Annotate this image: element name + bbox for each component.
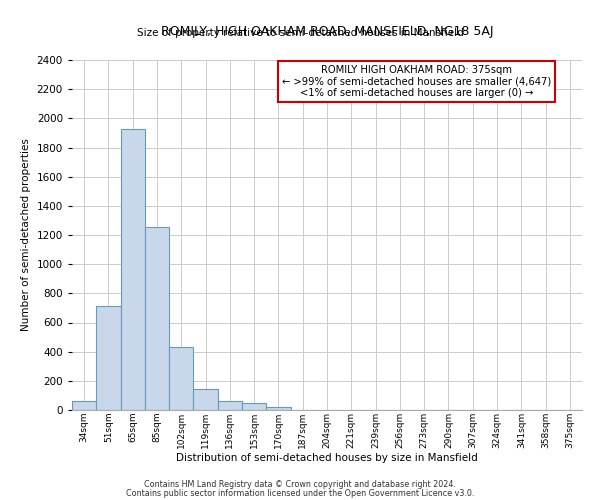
Text: Contains public sector information licensed under the Open Government Licence v3: Contains public sector information licen… xyxy=(126,489,474,498)
Bar xyxy=(242,404,266,410)
Bar xyxy=(145,227,169,410)
Bar xyxy=(96,306,121,410)
Bar xyxy=(266,407,290,410)
Bar xyxy=(193,389,218,410)
Bar xyxy=(72,400,96,410)
Bar xyxy=(121,128,145,410)
Text: Contains HM Land Registry data © Crown copyright and database right 2024.: Contains HM Land Registry data © Crown c… xyxy=(144,480,456,489)
Y-axis label: Number of semi-detached properties: Number of semi-detached properties xyxy=(21,138,31,332)
Title: ROMILY, HIGH OAKHAM ROAD, MANSFIELD, NG18 5AJ: ROMILY, HIGH OAKHAM ROAD, MANSFIELD, NG1… xyxy=(161,25,493,38)
Text: Size of property relative to semi-detached houses in Mansfield: Size of property relative to semi-detach… xyxy=(137,28,463,38)
Bar xyxy=(218,401,242,410)
X-axis label: Distribution of semi-detached houses by size in Mansfield: Distribution of semi-detached houses by … xyxy=(176,454,478,464)
Bar xyxy=(169,348,193,410)
Text: ROMILY HIGH OAKHAM ROAD: 375sqm
← >99% of semi-detached houses are smaller (4,64: ROMILY HIGH OAKHAM ROAD: 375sqm ← >99% o… xyxy=(281,65,551,98)
